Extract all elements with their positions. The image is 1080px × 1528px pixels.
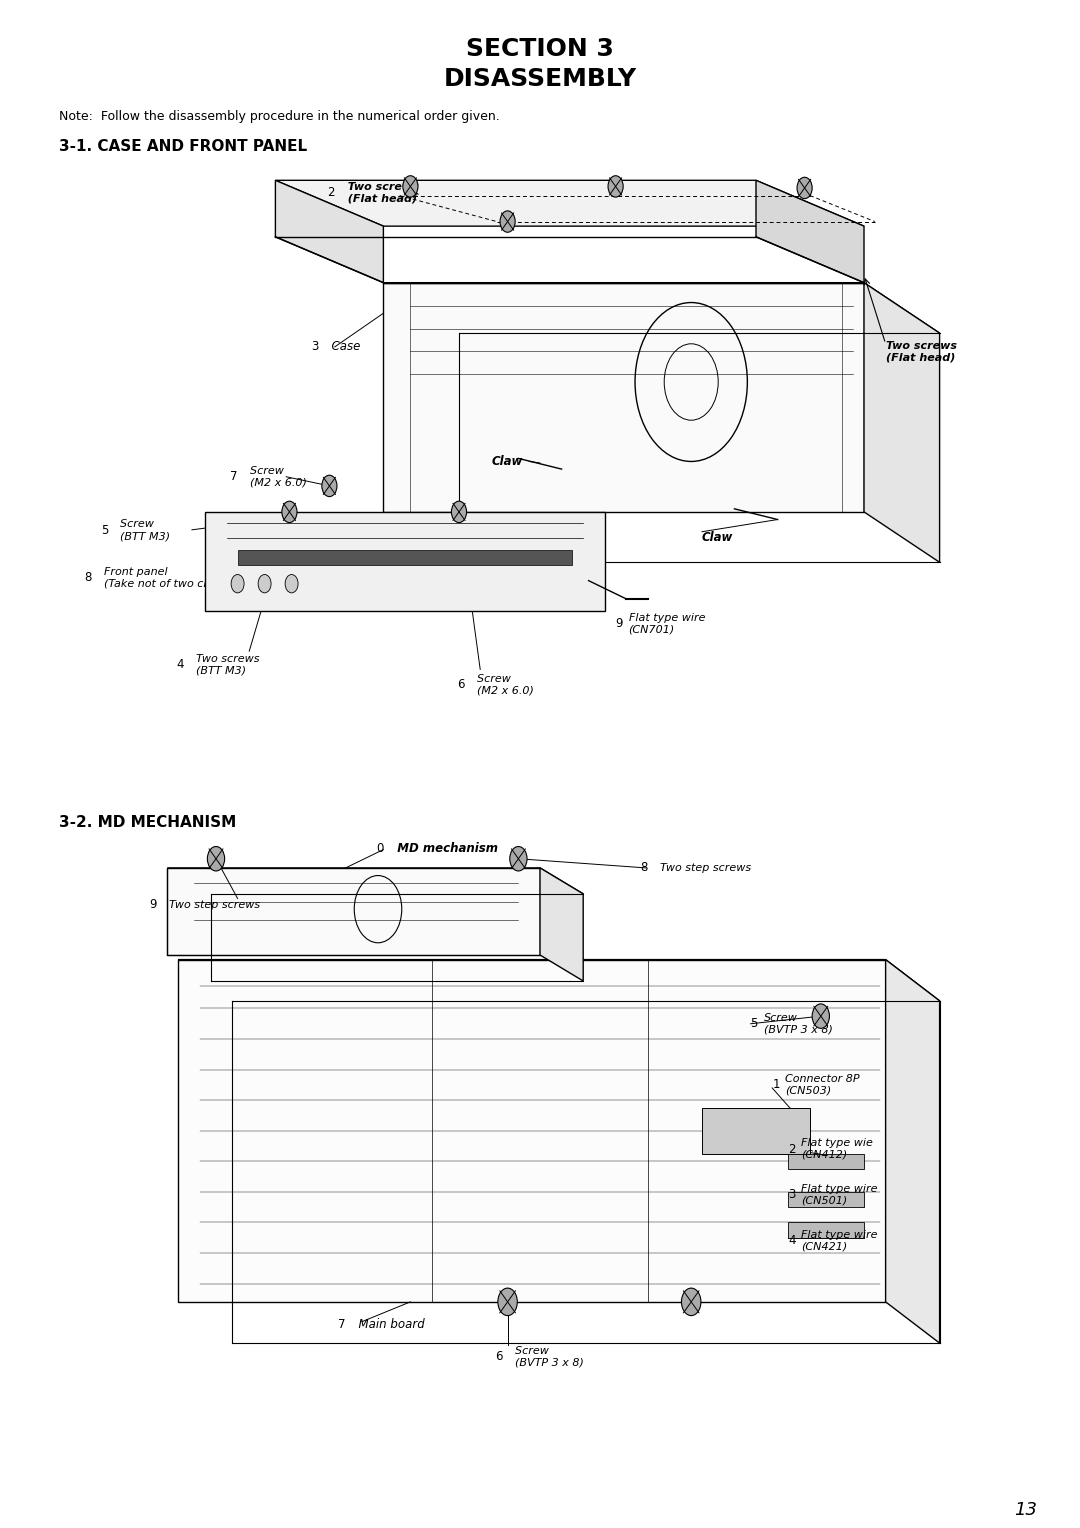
- Text: 0: 0: [376, 842, 383, 854]
- Polygon shape: [788, 1192, 864, 1207]
- Text: Screw
  (M2 x 6.0): Screw (M2 x 6.0): [470, 674, 534, 695]
- Circle shape: [500, 211, 515, 232]
- Text: 3: 3: [788, 1189, 796, 1201]
- Text: Screw
  (M2 x 6.0): Screw (M2 x 6.0): [243, 466, 307, 487]
- Text: Two screws
(Flat head): Two screws (Flat head): [886, 341, 957, 362]
- Circle shape: [681, 1288, 701, 1316]
- Text: MD mechanism: MD mechanism: [389, 842, 498, 854]
- Text: Flat type wire
(CN501): Flat type wire (CN501): [801, 1184, 878, 1206]
- Circle shape: [285, 575, 298, 593]
- Text: 6: 6: [495, 1351, 502, 1363]
- Text: Case: Case: [324, 341, 361, 353]
- Text: 9: 9: [149, 898, 157, 911]
- Text: Front panel
  (Take not of two claws): Front panel (Take not of two claws): [97, 567, 233, 588]
- Circle shape: [797, 177, 812, 199]
- Polygon shape: [383, 283, 940, 333]
- Text: Claw: Claw: [491, 455, 523, 468]
- Circle shape: [231, 575, 244, 593]
- Polygon shape: [788, 1222, 864, 1238]
- Text: Main board: Main board: [351, 1319, 424, 1331]
- Text: Connector 8P
(CN503): Connector 8P (CN503): [785, 1074, 860, 1096]
- Polygon shape: [540, 868, 583, 981]
- Polygon shape: [864, 283, 940, 562]
- Text: 3-2. MD MECHANISM: 3-2. MD MECHANISM: [59, 814, 237, 830]
- Polygon shape: [275, 180, 864, 226]
- Text: Flat type wie
(CN412): Flat type wie (CN412): [801, 1138, 874, 1160]
- Polygon shape: [886, 960, 940, 1343]
- Text: Screw
  (BVTP 3 x 8): Screw (BVTP 3 x 8): [508, 1346, 583, 1368]
- Polygon shape: [238, 550, 572, 565]
- Text: 5: 5: [100, 524, 108, 536]
- Polygon shape: [275, 180, 383, 283]
- Text: 8: 8: [640, 862, 648, 874]
- Text: 3-1. CASE AND FRONT PANEL: 3-1. CASE AND FRONT PANEL: [59, 139, 308, 154]
- Text: 7: 7: [230, 471, 238, 483]
- Text: Two screws
  (BTT M3): Two screws (BTT M3): [189, 654, 259, 675]
- Circle shape: [207, 847, 225, 871]
- Text: 13: 13: [1014, 1500, 1037, 1519]
- Text: 2: 2: [788, 1143, 796, 1155]
- Polygon shape: [205, 512, 605, 611]
- Text: Screw
(BVTP 3 x 8): Screw (BVTP 3 x 8): [764, 1013, 833, 1034]
- Circle shape: [258, 575, 271, 593]
- Text: Flat type wire
(CN421): Flat type wire (CN421): [801, 1230, 878, 1251]
- Text: SECTION 3: SECTION 3: [467, 37, 613, 61]
- Polygon shape: [167, 868, 540, 955]
- Text: Two step screws: Two step screws: [162, 900, 260, 909]
- Circle shape: [510, 847, 527, 871]
- Text: 1: 1: [772, 1079, 780, 1091]
- Text: 3: 3: [311, 341, 319, 353]
- Polygon shape: [178, 960, 940, 1001]
- Text: 4: 4: [788, 1235, 796, 1247]
- Polygon shape: [178, 960, 886, 1302]
- Polygon shape: [702, 1108, 810, 1154]
- Text: 7: 7: [338, 1319, 346, 1331]
- Circle shape: [451, 501, 467, 523]
- Polygon shape: [756, 180, 864, 283]
- Text: Claw: Claw: [702, 532, 733, 544]
- Circle shape: [322, 475, 337, 497]
- Text: Two step screws: Two step screws: [653, 863, 752, 872]
- Text: 5: 5: [751, 1018, 758, 1030]
- Text: Screw
  (BTT M3): Screw (BTT M3): [113, 520, 171, 541]
- Polygon shape: [383, 283, 864, 512]
- Circle shape: [608, 176, 623, 197]
- Circle shape: [282, 501, 297, 523]
- Text: 6: 6: [457, 678, 464, 691]
- Circle shape: [403, 176, 418, 197]
- Circle shape: [498, 1288, 517, 1316]
- Text: 4: 4: [176, 659, 184, 671]
- Text: 9: 9: [616, 617, 623, 630]
- Text: Note:  Follow the disassembly procedure in the numerical order given.: Note: Follow the disassembly procedure i…: [59, 110, 500, 122]
- Text: Flat type wire
(CN701): Flat type wire (CN701): [629, 613, 705, 634]
- Circle shape: [812, 1004, 829, 1028]
- Text: Two screws
  (Flat head): Two screws (Flat head): [340, 182, 419, 203]
- Polygon shape: [788, 1154, 864, 1169]
- Text: 8: 8: [84, 571, 92, 584]
- Polygon shape: [167, 868, 583, 894]
- Text: DISASSEMBLY: DISASSEMBLY: [444, 67, 636, 92]
- Text: 2: 2: [327, 186, 335, 199]
